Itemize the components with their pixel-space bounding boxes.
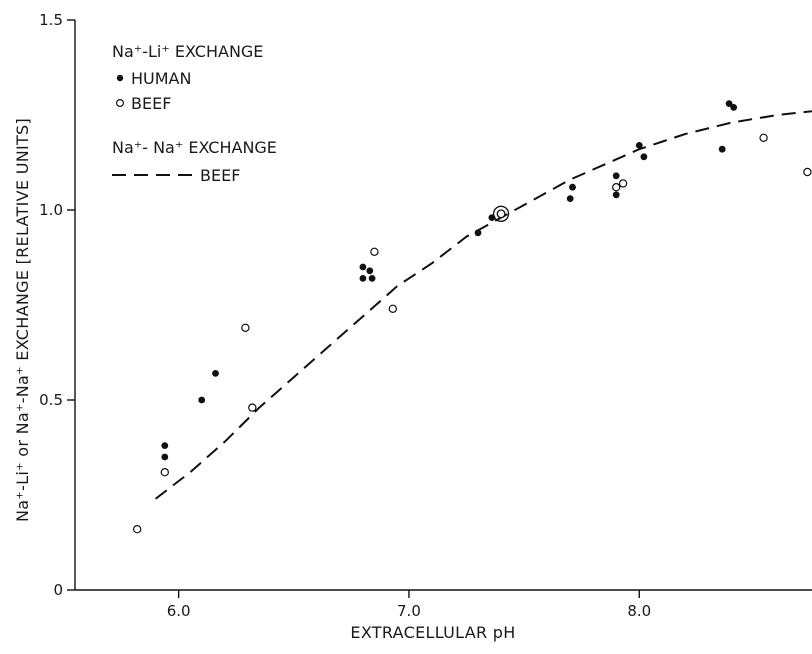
y-tick-label: 0.5 bbox=[39, 391, 63, 409]
double-circle-outer bbox=[492, 205, 510, 222]
human-point bbox=[569, 183, 576, 191]
beef-point bbox=[160, 468, 169, 477]
human-point bbox=[612, 191, 620, 199]
data-layer bbox=[132, 100, 812, 534]
human-point bbox=[198, 396, 206, 404]
legend-group1-title: Na⁺-Li⁺ EXCHANGE bbox=[112, 42, 263, 61]
beef-point bbox=[612, 182, 621, 192]
beef-point bbox=[132, 525, 142, 534]
human-point bbox=[359, 263, 367, 271]
human-point bbox=[725, 100, 733, 107]
legend-dashed-label: BEEF bbox=[200, 166, 240, 185]
beef-point bbox=[370, 247, 379, 256]
beef-point bbox=[759, 133, 768, 142]
human-point bbox=[359, 275, 367, 282]
y-axis-title: Na⁺-Li⁺ or Na⁺-Na⁺ EXCHANGE [RELATIVE UN… bbox=[13, 118, 32, 522]
human-point bbox=[635, 142, 643, 149]
beef-point bbox=[241, 323, 250, 332]
y-tick-label: 1.0 bbox=[39, 201, 63, 219]
human-point bbox=[566, 195, 574, 203]
plot-area: 0 0.5 1.0 1.5 6.0 7.0 8.0 bbox=[39, 11, 812, 620]
human-point bbox=[368, 275, 376, 282]
legend-beef-marker bbox=[115, 98, 124, 107]
legend-group2-title: Na⁺- Na⁺ EXCHANGE bbox=[112, 138, 277, 157]
x-tick-label: 7.0 bbox=[397, 602, 421, 620]
beef-point bbox=[618, 179, 628, 188]
human-point bbox=[718, 145, 726, 153]
beef-point bbox=[388, 304, 397, 313]
beef-na-na-dashed-line bbox=[154, 110, 812, 500]
x-tick-label: 6.0 bbox=[167, 602, 191, 620]
beef-point bbox=[803, 167, 812, 177]
x-axis-title: EXTRACELLULAR pH bbox=[350, 623, 515, 642]
human-point bbox=[730, 104, 738, 111]
y-tick-label: 0 bbox=[53, 581, 63, 599]
legend-beef-label: BEEF bbox=[131, 94, 171, 113]
legend-human-label: HUMAN bbox=[131, 69, 191, 88]
human-point bbox=[161, 442, 169, 449]
human-point bbox=[366, 267, 374, 275]
legend-human-marker bbox=[116, 74, 124, 82]
human-point bbox=[161, 453, 169, 461]
x-tick-label: 8.0 bbox=[627, 602, 651, 620]
beef-point bbox=[248, 403, 257, 412]
y-tick-label: 1.5 bbox=[39, 11, 63, 29]
double-circle-inner bbox=[496, 209, 506, 219]
human-point bbox=[612, 172, 620, 180]
human-point bbox=[212, 370, 219, 377]
legend: Na⁺-Li⁺ EXCHANGE HUMAN BEEF Na⁺- Na⁺ EXC… bbox=[112, 42, 277, 185]
human-point bbox=[640, 153, 648, 161]
